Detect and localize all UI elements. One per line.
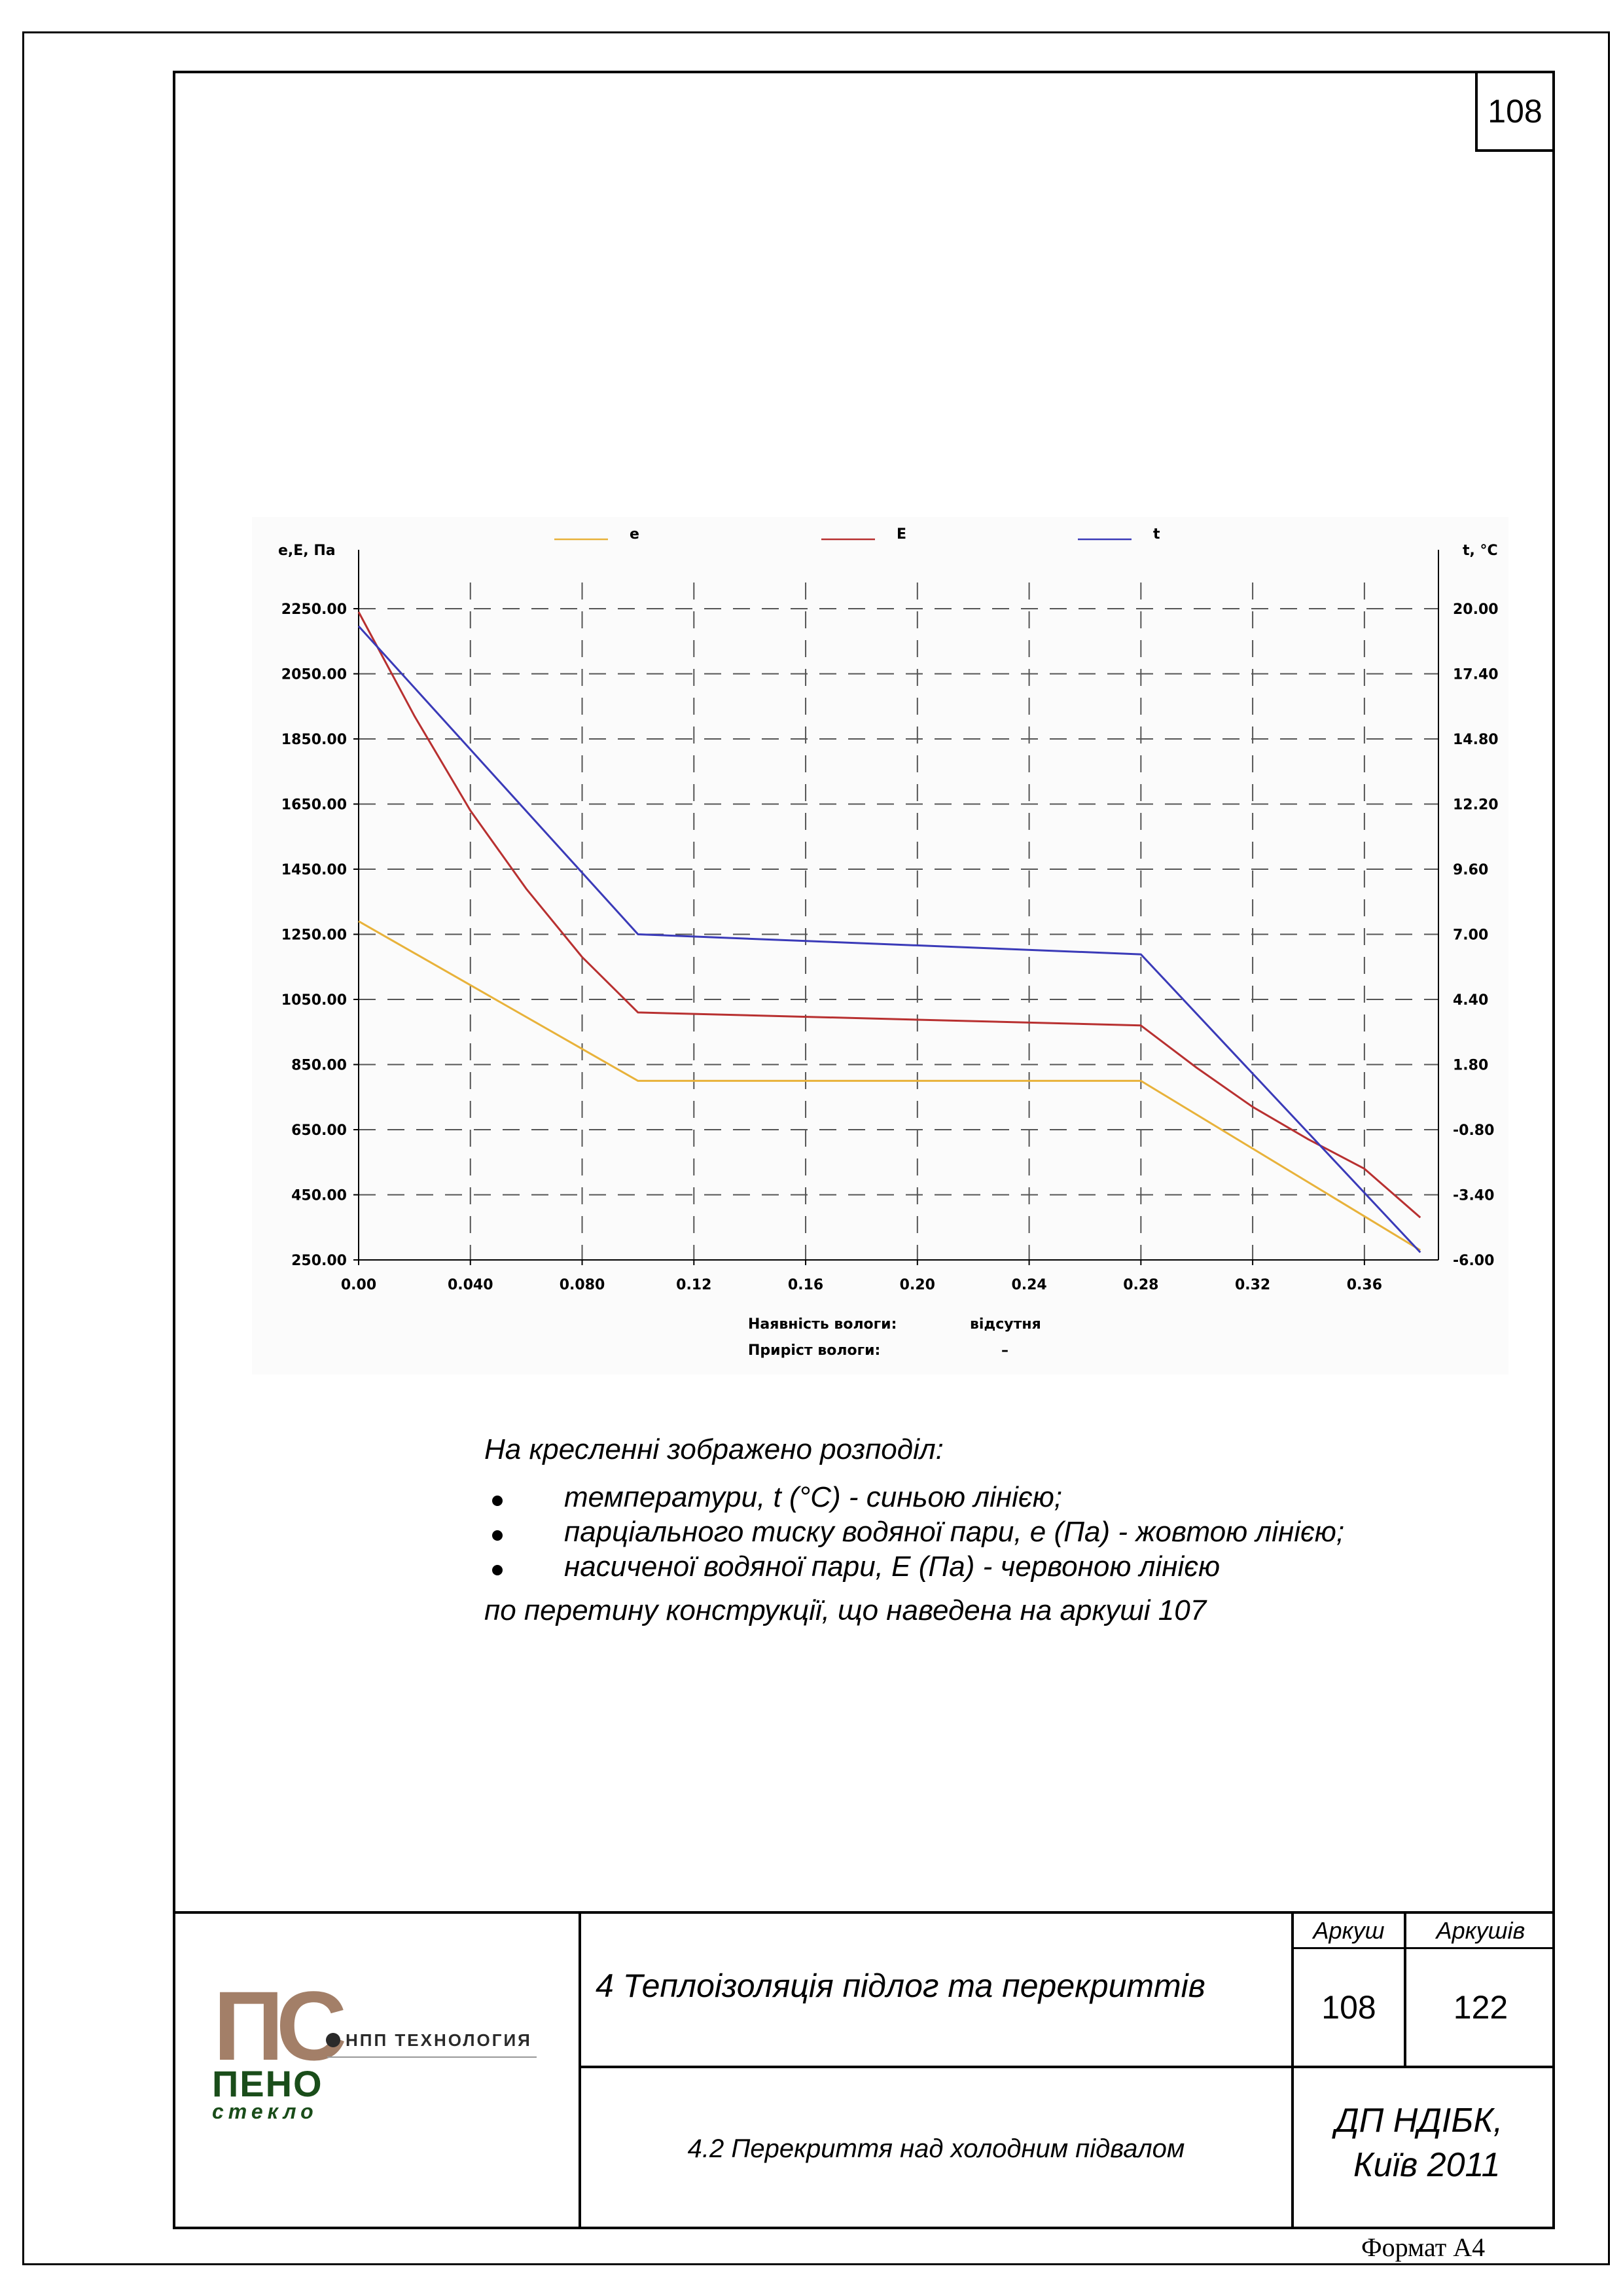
y-left-tick-label: 250.00 <box>291 1253 347 1269</box>
temperature-pressure-chart: 2250.00 20.00 2050.00 17.40 1850.00 14.80 1650… <box>252 517 1508 1374</box>
y-right-tick-label: 14.80 <box>1453 732 1499 748</box>
moisture-gain-label: Приріст вологи: <box>748 1342 880 1359</box>
page-number: 108 <box>1475 71 1555 152</box>
format-label: Формат А4 <box>1361 2233 1486 2262</box>
inner-frame <box>173 71 1555 2229</box>
title-block-middle-line <box>579 2066 1555 2068</box>
logo-monogram: ПС <box>213 1971 347 2081</box>
y-right-tick-label: 20.00 <box>1453 601 1499 618</box>
y-right-tick-label: 7.00 <box>1453 927 1488 944</box>
series-line-t <box>357 625 1421 1253</box>
title-block-logo-divider <box>579 1911 581 2229</box>
y-left-tick-label: 650.00 <box>291 1122 347 1139</box>
y-right-tick-label: 9.60 <box>1453 862 1488 878</box>
section-title: 4 Теплоізоляція підлог та перекриттів <box>596 1967 1205 2004</box>
organization-city-year: Київ 2011 <box>1353 2146 1501 2184</box>
bullet-icon <box>492 1565 503 1575</box>
logo-company-name: НПП ТЕХНОЛОГИЯ <box>346 2030 532 2050</box>
x-tick-label: 0.28 <box>1123 1277 1158 1293</box>
organization-name: ДП НДІБК, <box>1335 2102 1503 2140</box>
y-left-tick-label: 850.00 <box>291 1058 347 1074</box>
title-block-info-divider <box>1291 1911 1294 2229</box>
x-tick-label: 0.12 <box>676 1277 711 1293</box>
company-logo: ПС НПП ТЕХНОЛОГИЯ ПЕНО стекло <box>209 1977 543 2140</box>
x-tick-label: 0.080 <box>560 1277 605 1293</box>
y-left-tick-label: 1250.00 <box>281 927 347 944</box>
y-right-tick-label: -3.40 <box>1453 1188 1494 1204</box>
outer-frame <box>22 31 1610 2265</box>
y-left-tick-label: 2050.00 <box>281 667 347 683</box>
chart-background <box>252 517 1508 1374</box>
y-left-tick-label: 1850.00 <box>281 732 347 748</box>
x-tick-label: 0.24 <box>1011 1277 1046 1293</box>
y-left-tick-label: 1050.00 <box>281 992 347 1009</box>
description-item-saturated-pressure: насиченої водяної пари, E (Па) - червоно… <box>564 1551 1221 1583</box>
sheets-label: Аркушів <box>1436 1916 1525 1944</box>
legend-label-t: t <box>1153 526 1160 543</box>
x-tick-label: 0.040 <box>448 1277 493 1293</box>
y-right-tick-label: 4.40 <box>1453 992 1488 1009</box>
description-intro: На кресленні зображено розподіл: <box>484 1433 944 1465</box>
title-block-header-line <box>1291 1947 1555 1949</box>
y-left-tick-label: 2250.00 <box>281 601 347 618</box>
y-left-tick-label: 1450.00 <box>281 862 347 878</box>
sheets-value: 122 <box>1453 1989 1508 2026</box>
title-block-top-border <box>173 1911 1555 1914</box>
y-right-tick-label: -0.80 <box>1453 1122 1494 1139</box>
moisture-presence-label: Наявність вологи: <box>748 1316 897 1333</box>
series-line-e <box>358 920 1421 1251</box>
x-tick-label: 0.00 <box>341 1277 376 1293</box>
logo-dot-icon <box>326 2033 340 2047</box>
moisture-presence-value: відсутня <box>970 1316 1041 1333</box>
logo-brand: ПЕНО <box>212 2063 323 2104</box>
sheet-value: 108 <box>1321 1989 1376 2026</box>
subsection-title: 4.2 Перекриття над холодним підвалом <box>687 2134 1185 2163</box>
y-right-tick-label: -6.00 <box>1453 1253 1494 1269</box>
x-tick-label: 0.36 <box>1347 1277 1382 1293</box>
moisture-gain-value: – <box>1001 1342 1008 1359</box>
y-right-tick-label: 12.20 <box>1453 797 1499 814</box>
title-block-sheet-divider <box>1404 1911 1406 2067</box>
y-left-tick-label: 1650.00 <box>281 797 347 814</box>
logo-brand-sub: стекло <box>212 2100 318 2123</box>
description-item-partial-pressure: парціального тиску водяної пари, e (Па) … <box>564 1516 1345 1548</box>
description-outro: по перетину конструкції, що наведена на … <box>484 1594 1207 1626</box>
y-right-tick-label: 17.40 <box>1453 667 1499 683</box>
bullet-icon <box>492 1496 503 1506</box>
y-right-axis-title: t, °C <box>1463 543 1498 559</box>
y-left-axis-title: e,E, Па <box>278 543 336 559</box>
legend-label-e: e <box>630 526 639 543</box>
y-right-tick-label: 1.80 <box>1453 1058 1488 1074</box>
sheet-label: Аркуш <box>1313 1916 1385 1944</box>
x-tick-label: 0.16 <box>788 1277 823 1293</box>
x-tick-label: 0.32 <box>1235 1277 1270 1293</box>
legend-label-E: E <box>897 526 906 543</box>
bullet-icon <box>492 1530 503 1541</box>
logo-rule <box>327 2056 537 2058</box>
x-tick-label: 0.20 <box>900 1277 935 1293</box>
description-item-temperature: температури, t (°C) - синьою лінією; <box>564 1481 1063 1513</box>
y-left-tick-label: 450.00 <box>291 1188 347 1204</box>
